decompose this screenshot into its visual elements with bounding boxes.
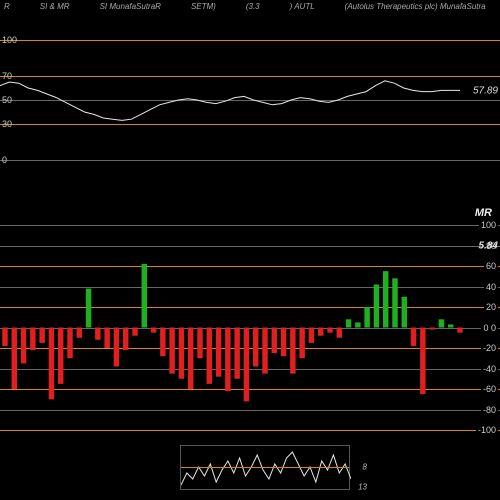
hdr-3: SETM)	[191, 2, 216, 14]
header-strip: R SI & MR SI MunafaSutraR SETM) (3.3 ) A…	[0, 0, 500, 16]
rsi-current-value: 57.89	[473, 85, 498, 96]
gridline	[0, 160, 500, 161]
mini-line-chart	[181, 446, 351, 491]
gridline	[0, 430, 500, 431]
hdr-2: SI MunafaSutraR	[100, 2, 161, 14]
mini-label-top: 8	[363, 463, 367, 472]
rsi-line-chart	[0, 40, 500, 160]
hdr-5: ) AUTL	[290, 2, 315, 14]
mr-panel: MR100806040200 0-20-40-60-80-1005.84	[0, 225, 500, 430]
mr-bar-chart	[0, 225, 500, 430]
hdr-1: SI & MR	[40, 2, 70, 14]
mr-title: MR	[475, 207, 492, 219]
gridline	[181, 467, 349, 468]
mini-label-bottom: 13	[358, 483, 367, 492]
mini-panel: 813	[180, 445, 350, 490]
hdr-0: R	[4, 2, 10, 14]
rsi-panel: 100705030057.89	[0, 40, 500, 160]
hdr-6: (Autolus Therapeutics plc) MunafaSutra	[345, 2, 486, 14]
hdr-4: (3.3	[246, 2, 260, 14]
